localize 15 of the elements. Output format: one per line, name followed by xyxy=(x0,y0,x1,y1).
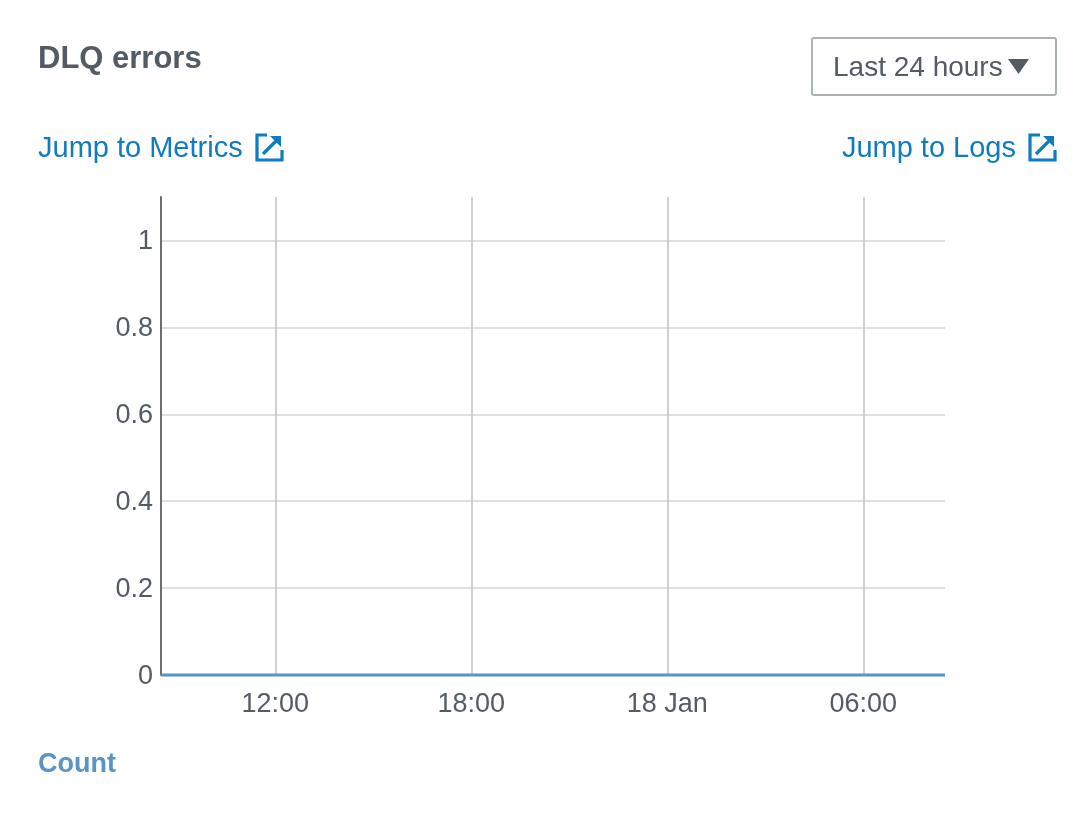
y-tick-label: 0 xyxy=(137,660,153,690)
x-tick-label: 18:00 xyxy=(437,687,506,718)
x-tick-label: 18 Jan xyxy=(626,687,708,718)
x-tick-label: 06:00 xyxy=(829,687,898,718)
dropdown-button: Last 24 hours xyxy=(811,37,1057,96)
y-tick-label: 0.2 xyxy=(115,573,153,604)
y-tick-label: 1 xyxy=(137,225,153,256)
y-tick-label: 0.4 xyxy=(115,486,153,517)
text: Jump to Logs xyxy=(841,131,1016,164)
y-tick-label: 0.8 xyxy=(115,312,153,343)
x-tick-label: 12:00 xyxy=(241,687,310,718)
text: Jump to Metrics xyxy=(38,131,243,164)
chart-title: DLQ errors xyxy=(38,40,202,76)
text: Count xyxy=(38,747,116,778)
y-tick-label: 0.6 xyxy=(115,399,153,430)
